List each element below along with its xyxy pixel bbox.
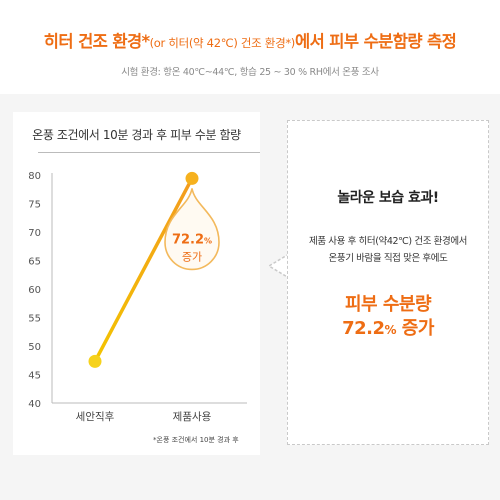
data-point — [88, 354, 102, 368]
headline-tail: 에서 피부 수분함량 측정 — [294, 32, 457, 51]
effect-result-suffix: 증가 — [396, 318, 435, 339]
y-tick-label: 80 — [28, 171, 41, 182]
page-headline: 히터 건조 환경*(or 히터(약 42℃) 건조 환경*)에서 피부 수분함량… — [0, 28, 500, 52]
chart-title-divider — [38, 152, 260, 153]
y-tick-label: 50 — [28, 342, 41, 353]
effect-description: 제품 사용 후 히터(약42℃) 건조 환경에서 온풍기 바람을 직접 맞은 후… — [298, 233, 478, 267]
effect-description-line: 제품 사용 후 히터(약42℃) 건조 환경에서 — [308, 236, 468, 247]
effect-description-line: 온풍기 바람을 직접 맞은 후에도 — [328, 253, 448, 264]
increase-badge-drop — [164, 188, 220, 271]
x-tick-label: 세안직후 — [76, 411, 115, 423]
effect-title: 놀라운 보습 효과! — [337, 190, 439, 206]
series-line — [93, 176, 194, 364]
x-tick-label: 제품사용 — [173, 411, 212, 423]
chart-title: 온풍 조건에서 10분 경과 후 피부 수분 함량 — [32, 128, 241, 142]
moisture-chart: 40 45 50 55 60 65 70 75 80 세안직후 제품사용 72.2% 증가 — [28, 171, 247, 423]
test-conditions: 시험 환경: 항온 40℃~44℃, 항습 25 ~ 30 % RH에서 온풍 … — [121, 67, 379, 78]
effect-box: 놀라운 보습 효과! 제품 사용 후 히터(약42℃) 건조 환경에서 온풍기 … — [287, 120, 489, 445]
headline-aside: (or 히터(약 42℃) 건조 환경*) — [149, 36, 296, 50]
effect-result-value: 72.2 — [342, 318, 385, 339]
effect-result: 피부 수분량 72.2% 증가 — [288, 293, 488, 342]
chart-card: 온풍 조건에서 10분 경과 후 피부 수분 함량 40 45 50 55 60 65 70… — [13, 112, 260, 455]
effect-result-label: 피부 수분량 — [344, 294, 432, 315]
chart-footnote: *온풍 조건에서 10분 경과 후 — [153, 436, 239, 444]
headline-main: 히터 건조 환경* — [43, 32, 150, 51]
increase-badge-label: 증가 — [182, 250, 202, 263]
y-tick-label: 60 — [28, 285, 41, 296]
increase-badge-value: 72.2% — [172, 232, 212, 247]
data-point — [185, 171, 199, 185]
y-tick-label: 40 — [28, 399, 41, 410]
effect-result-unit: % — [384, 323, 397, 337]
y-tick-label: 45 — [28, 371, 41, 382]
y-tick-label: 70 — [28, 228, 41, 239]
y-tick-label: 65 — [28, 257, 41, 268]
effect-result-value-line: 72.2% 증가 — [288, 317, 488, 342]
y-tick-label: 75 — [28, 200, 41, 211]
y-tick-label: 55 — [28, 314, 41, 325]
